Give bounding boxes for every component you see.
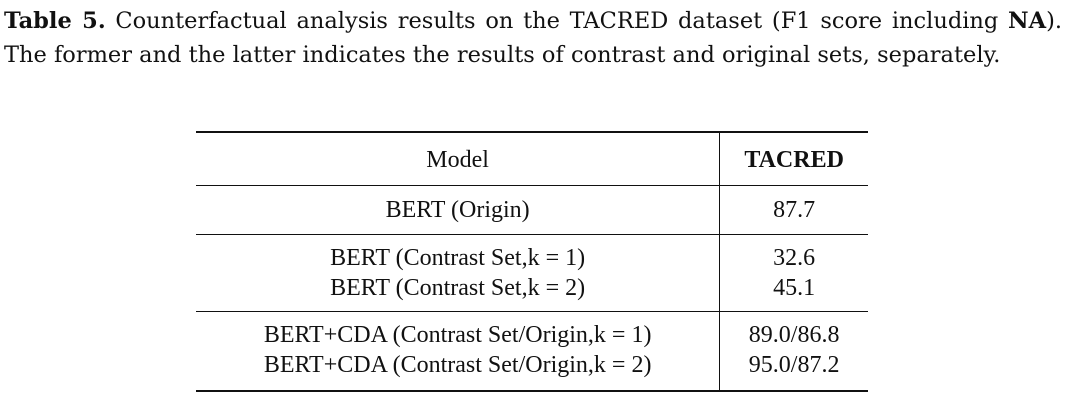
row-model-name: BERT+CDA (Contrast Set/Origin,k = 1) [263,321,652,348]
row-model-name: BERT (Contrast Set,k = 2) [196,273,720,312]
row-model-name: BERT (Origin) [196,185,720,235]
table-header-row: Model TACRED [196,131,868,186]
row-score: 89.0/86.8 [719,311,868,350]
table-row: BERT (Origin) 87.7 [196,185,868,235]
results-table-container: Model TACRED BERT (Origin) 87.7 BERT (Co… [196,131,868,392]
row-score: 32.6 [719,234,868,273]
table-row: BERT+CDA (Contrast Set/Origin,k = 2) 95.… [196,350,868,392]
header-model: Model [196,131,720,186]
row-score: 87.7 [719,185,868,235]
table-row: BERT (Contrast Set,k = 2) 45.1 [196,273,868,312]
caption-text-part-1: Counterfactual analysis results on the T… [105,8,1009,34]
header-tacred: TACRED [719,131,868,186]
results-table: Model TACRED BERT (Origin) 87.7 BERT (Co… [196,131,868,392]
caption-label: Table 5. [4,8,106,34]
row-model-name: BERT+CDA (Contrast Set/Origin,k = 2) [196,350,720,392]
caption-text-part-2: ). The former and the latter indicates t… [4,8,1063,68]
table-caption: Table 5. Counterfactual analysis results… [4,4,1062,72]
caption-na-term: NA [1008,8,1047,34]
row-score: 95.0/87.2 [719,350,868,392]
table-row: BERT (Contrast Set,k = 1) 32.6 [196,234,868,273]
row-score: 45.1 [719,273,868,312]
row-model-name: BERT (Contrast Set,k = 1) [330,244,586,271]
table-row: BERT+CDA (Contrast Set/Origin,k = 1) 89.… [196,311,868,350]
